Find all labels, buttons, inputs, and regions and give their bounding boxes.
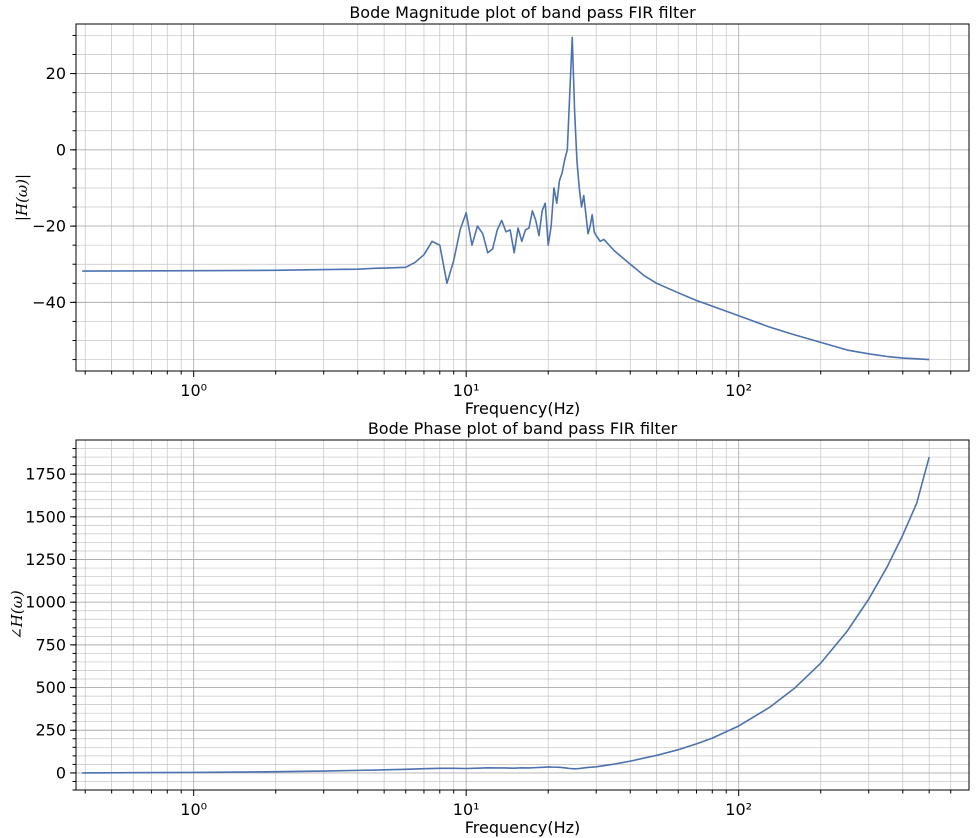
phase-y-tick-label: 1250 <box>25 550 66 569</box>
magnitude-y-tick-label: −40 <box>32 293 66 312</box>
phase-x-tick-label: 10² <box>725 800 752 819</box>
phase-y-tick-label: 750 <box>35 635 66 654</box>
phase-y-tick-label: 250 <box>35 721 66 740</box>
magnitude-y-tick-label: −20 <box>32 217 66 236</box>
magnitude-panel: 10⁰ 10¹ 10² −40 −20 0 20 Bode Magnitude plot of… <box>13 3 970 418</box>
magnitude-axes-frame <box>75 23 970 372</box>
phase-panel: 10⁰ 10¹ 10² 0 250 500 750 1000 1250 1500 1750 Bode … <box>8 419 970 837</box>
magnitude-y-tick-label: 20 <box>46 64 66 83</box>
magnitude-chart-title: Bode Magnitude plot of band pass FIR fil… <box>349 3 696 22</box>
phase-y-tick-label: 500 <box>35 678 66 697</box>
phase-y-axis-label: ∠H(ω) <box>8 590 26 640</box>
phase-y-tick-label: 1750 <box>25 465 66 484</box>
phase-series-line <box>82 456 930 774</box>
phase-y-tick-label: 0 <box>56 763 66 782</box>
magnitude-x-axis-label: Frequency(Hz) <box>465 399 581 418</box>
phase-x-tick-label: 10¹ <box>453 800 480 819</box>
phase-y-tick-label: 1500 <box>25 507 66 526</box>
phase-x-tick-label: 10⁰ <box>180 800 207 819</box>
phase-y-tick-label: 1000 <box>25 593 66 612</box>
magnitude-series-line <box>82 36 930 361</box>
phase-axes-frame <box>75 439 970 791</box>
magnitude-x-tick-label: 10¹ <box>453 381 480 400</box>
phase-x-axis-label: Frequency(Hz) <box>465 818 581 837</box>
phase-chart-title: Bode Phase plot of band pass FIR filter <box>368 419 678 438</box>
magnitude-y-axis-label: |H(ω)| <box>13 174 31 221</box>
magnitude-x-tick-label: 10² <box>725 381 752 400</box>
magnitude-x-tick-label: 10⁰ <box>180 381 207 400</box>
magnitude-y-tick-label: 0 <box>56 140 66 159</box>
